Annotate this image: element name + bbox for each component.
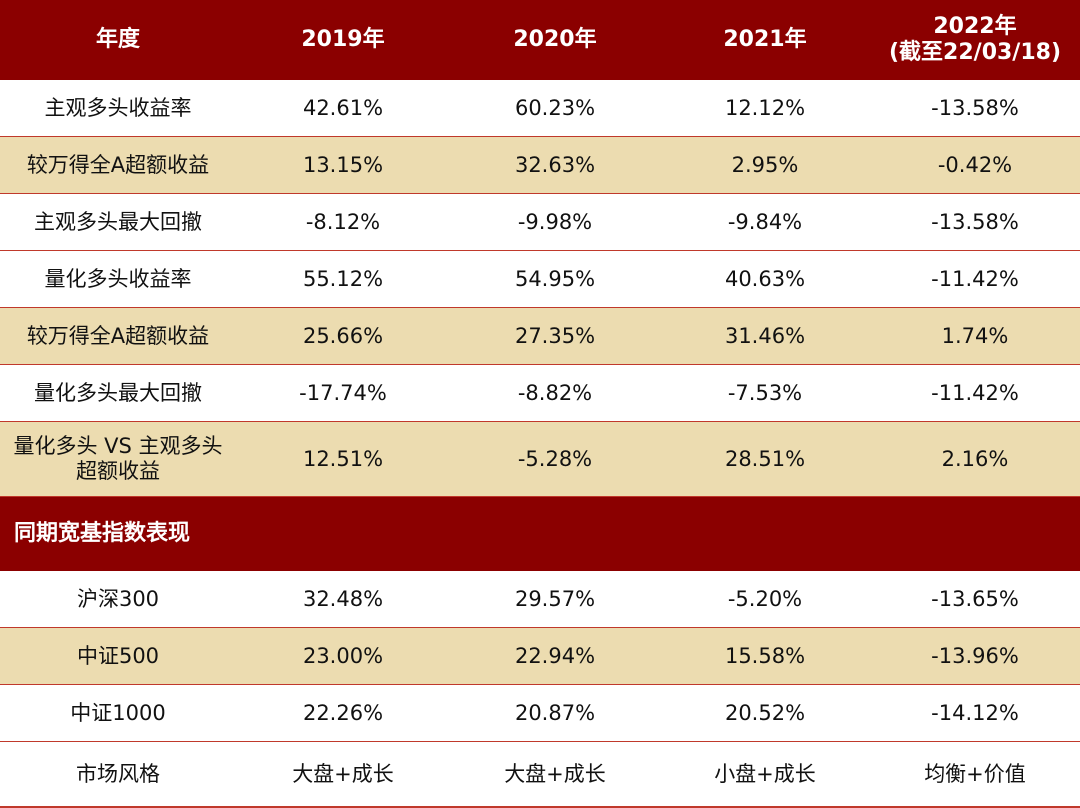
header-2020: 2020年 <box>450 0 660 80</box>
cell-2021: 12.12% <box>660 80 870 137</box>
table-row: 市场风格 大盘+成长 大盘+成长 小盘+成长 均衡+价值 <box>0 741 1080 808</box>
row-label: 中证500 <box>0 627 236 685</box>
cell-2021: 28.51% <box>660 421 870 497</box>
cell-2022: -13.58% <box>870 80 1080 137</box>
table-row: 量化多头 VS 主观多头 超额收益 12.51% -5.28% 28.51% 2… <box>0 421 1080 497</box>
cell-2020: 27.35% <box>450 307 660 365</box>
cell-2021: 15.58% <box>660 627 870 685</box>
cell-2020: -9.98% <box>450 193 660 251</box>
header-2022: 2022年 (截至22/03/18) <box>870 0 1080 80</box>
cell-2021: -5.20% <box>660 571 870 628</box>
cell-2022: 均衡+价值 <box>870 741 1080 808</box>
cell-2019: 大盘+成长 <box>236 741 450 808</box>
cell-2019: 13.15% <box>236 136 450 194</box>
table-row: 较万得全A超额收益 13.15% 32.63% 2.95% -0.42% <box>0 136 1080 194</box>
table-row: 较万得全A超额收益 25.66% 27.35% 31.46% 1.74% <box>0 307 1080 365</box>
cell-2022: 1.74% <box>870 307 1080 365</box>
cell-2019: 25.66% <box>236 307 450 365</box>
header-2021: 2021年 <box>660 0 870 80</box>
row-label: 沪深300 <box>0 571 236 628</box>
section-header-row: 同期宽基指数表现 <box>0 496 1080 571</box>
cell-2022: -11.42% <box>870 364 1080 422</box>
cell-2022: -0.42% <box>870 136 1080 194</box>
cell-2020: -8.82% <box>450 364 660 422</box>
row-label: 较万得全A超额收益 <box>0 136 236 194</box>
row-label-line1: 量化多头 VS 主观多头 <box>13 433 223 458</box>
cell-2019: -17.74% <box>236 364 450 422</box>
cell-2020: 54.95% <box>450 250 660 308</box>
cell-2021: 31.46% <box>660 307 870 365</box>
cell-2020: 大盘+成长 <box>450 741 660 808</box>
row-label: 市场风格 <box>0 741 236 808</box>
cell-2022: -13.96% <box>870 627 1080 685</box>
row-label: 量化多头收益率 <box>0 250 236 308</box>
cell-2019: 22.26% <box>236 684 450 742</box>
header-2019: 2019年 <box>236 0 450 80</box>
cell-2021: 小盘+成长 <box>660 741 870 808</box>
cell-2022: 2.16% <box>870 421 1080 497</box>
cell-2020: -5.28% <box>450 421 660 497</box>
cell-2020: 22.94% <box>450 627 660 685</box>
row-label: 主观多头最大回撤 <box>0 193 236 251</box>
header-2022-year: 2022年 <box>933 13 1017 39</box>
cell-2022: -11.42% <box>870 250 1080 308</box>
table-row: 量化多头最大回撤 -17.74% -8.82% -7.53% -11.42% <box>0 364 1080 422</box>
row-label: 量化多头最大回撤 <box>0 364 236 422</box>
cell-2019: -8.12% <box>236 193 450 251</box>
cell-2019: 12.51% <box>236 421 450 497</box>
cell-2019: 23.00% <box>236 627 450 685</box>
cell-2022: -14.12% <box>870 684 1080 742</box>
cell-2021: 20.52% <box>660 684 870 742</box>
cell-2019: 42.61% <box>236 80 450 137</box>
table-header-row: 年度 2019年 2020年 2021年 2022年 (截至22/03/18) <box>0 0 1080 80</box>
table-row: 量化多头收益率 55.12% 54.95% 40.63% -11.42% <box>0 250 1080 308</box>
table-row: 主观多头最大回撤 -8.12% -9.98% -9.84% -13.58% <box>0 193 1080 251</box>
cell-2020: 29.57% <box>450 571 660 628</box>
table-row: 中证500 23.00% 22.94% 15.58% -13.96% <box>0 627 1080 685</box>
cell-2019: 32.48% <box>236 571 450 628</box>
cell-2021: 40.63% <box>660 250 870 308</box>
table-row: 主观多头收益率 42.61% 60.23% 12.12% -13.58% <box>0 80 1080 137</box>
cell-2022: -13.58% <box>870 193 1080 251</box>
header-year: 年度 <box>0 0 236 80</box>
cell-2019: 55.12% <box>236 250 450 308</box>
cell-2020: 20.87% <box>450 684 660 742</box>
row-label-line2: 超额收益 <box>76 459 160 483</box>
row-label: 量化多头 VS 主观多头 超额收益 <box>0 421 236 497</box>
cell-2022: -13.65% <box>870 571 1080 628</box>
row-label: 较万得全A超额收益 <box>0 307 236 365</box>
header-2022-note: (截至22/03/18) <box>888 40 1062 65</box>
cell-2020: 60.23% <box>450 80 660 137</box>
row-label: 主观多头收益率 <box>0 80 236 137</box>
cell-2021: -9.84% <box>660 193 870 251</box>
cell-2021: 2.95% <box>660 136 870 194</box>
cell-2021: -7.53% <box>660 364 870 422</box>
table-row: 中证1000 22.26% 20.87% 20.52% -14.12% <box>0 684 1080 742</box>
section-title: 同期宽基指数表现 <box>0 496 1080 571</box>
row-label: 中证1000 <box>0 684 236 742</box>
cell-2020: 32.63% <box>450 136 660 194</box>
table-row: 沪深300 32.48% 29.57% -5.20% -13.65% <box>0 571 1080 628</box>
